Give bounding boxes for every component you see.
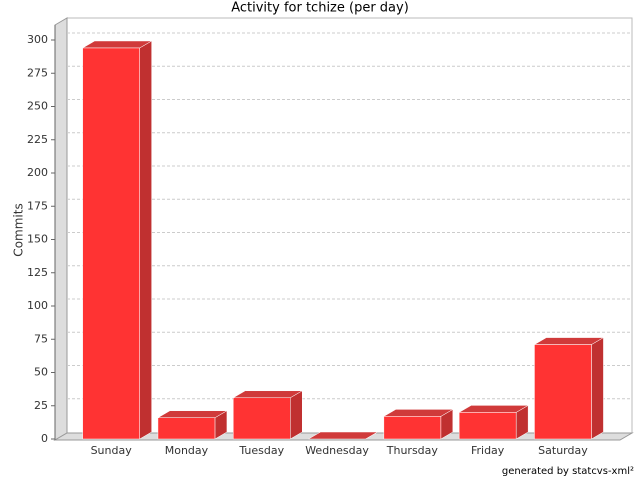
x-tick-label: Sunday: [91, 444, 133, 457]
y-tick-label: 275: [27, 66, 48, 79]
x-tick-label: Saturday: [538, 444, 588, 457]
bar-side: [139, 40, 152, 440]
bar-top: [382, 409, 454, 417]
y-tick-label: 25: [34, 399, 48, 412]
x-tick-label: Friday: [471, 444, 505, 457]
chart-title: Activity for tchize (per day): [231, 1, 409, 16]
bar-front: [82, 47, 140, 440]
bar: [307, 431, 379, 440]
y-tick-label: 50: [34, 366, 48, 379]
bar-front: [233, 397, 291, 440]
y-axis-label: Commits: [12, 203, 26, 256]
x-tick-label: Tuesday: [238, 444, 284, 457]
footer: generated by statcvs-xml²: [502, 466, 634, 477]
y-tick-label: 0: [41, 432, 48, 445]
y-tick-label: 150: [27, 233, 48, 246]
x-tick-label: Monday: [165, 444, 209, 457]
bar-side: [591, 337, 604, 440]
bar-top: [533, 337, 605, 345]
bar-front: [458, 412, 517, 440]
y-tick-label: 200: [27, 166, 48, 179]
x-tick-label: Thursday: [386, 444, 439, 457]
y-tick-label: 175: [27, 199, 48, 212]
bar-top: [157, 410, 228, 418]
bar: [533, 337, 605, 440]
bar: [382, 408, 454, 440]
bar: [232, 390, 304, 440]
y-tick-label: 125: [27, 266, 48, 279]
bar-top: [458, 405, 530, 413]
side-wall: [54, 17, 68, 441]
y-tick-label: 300: [27, 33, 48, 46]
bar: [157, 410, 228, 440]
bar-top: [81, 40, 153, 49]
bar-front: [383, 416, 442, 440]
bar-top: [232, 390, 304, 399]
bar: [458, 404, 530, 440]
bar: [81, 40, 153, 440]
bar-side: [290, 390, 303, 440]
bar-front: [534, 344, 592, 440]
x-tick-label: Wednesday: [305, 444, 369, 457]
y-tick-label: 250: [27, 100, 48, 113]
y-tick-label: 100: [27, 299, 48, 312]
y-tick-label: 225: [27, 133, 48, 146]
bar-front: [157, 417, 216, 440]
y-tick-label: 75: [34, 332, 48, 345]
bar-top: [307, 431, 379, 440]
